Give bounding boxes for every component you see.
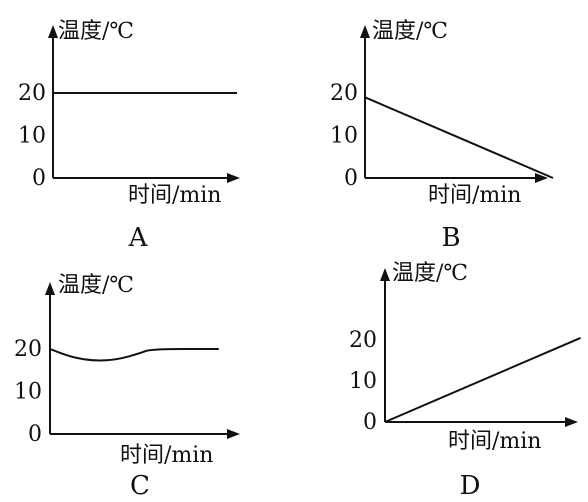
series-line bbox=[384, 336, 581, 423]
chart-panel-d: 20 10 0 温度/℃ 时间/min D bbox=[349, 261, 581, 501]
y-tick-label-10: 10 bbox=[14, 380, 42, 405]
y-axis-arrow bbox=[380, 268, 390, 281]
y-axis-arrow bbox=[48, 25, 58, 38]
y-tick-label-0: 0 bbox=[344, 166, 358, 191]
x-axis-label: 时间/min bbox=[448, 429, 541, 454]
panel-label: C bbox=[130, 471, 150, 501]
y-tick-label-20: 20 bbox=[18, 81, 46, 106]
chart-panel-b: 20 10 0 温度/℃ 时间/min B bbox=[330, 19, 554, 253]
panel-label: B bbox=[441, 223, 460, 253]
y-tick-label-0: 0 bbox=[28, 422, 42, 447]
x-axis-arrow bbox=[227, 173, 240, 183]
panel-label: D bbox=[460, 471, 481, 501]
series-line bbox=[364, 96, 554, 179]
x-axis-arrow bbox=[535, 173, 548, 183]
y-tick-label-10: 10 bbox=[18, 124, 46, 149]
x-axis-label: 时间/min bbox=[428, 183, 521, 208]
y-axis-arrow bbox=[360, 25, 370, 38]
chart-panel-c: 20 10 0 温度/℃ 时间/min C bbox=[14, 273, 240, 501]
y-axis-label: 温度/℃ bbox=[58, 273, 134, 298]
y-tick-label-20: 20 bbox=[330, 81, 358, 106]
y-axis-arrow bbox=[45, 282, 55, 295]
y-tick-label-20: 20 bbox=[14, 337, 42, 362]
y-axis-label: 温度/℃ bbox=[372, 19, 448, 44]
y-tick-label-0: 0 bbox=[32, 166, 46, 191]
x-axis-label: 时间/min bbox=[128, 183, 221, 208]
y-tick-label-20: 20 bbox=[349, 328, 377, 353]
series-line bbox=[49, 348, 219, 362]
panel-label: A bbox=[128, 223, 149, 253]
y-axis-label: 温度/℃ bbox=[392, 261, 468, 286]
y-tick-label-10: 10 bbox=[330, 124, 358, 149]
y-axis-label: 温度/℃ bbox=[58, 19, 134, 44]
y-tick-label-0: 0 bbox=[363, 410, 377, 435]
x-axis-arrow bbox=[565, 417, 578, 427]
x-axis-label: 时间/min bbox=[120, 443, 213, 468]
y-tick-label-10: 10 bbox=[349, 369, 377, 394]
x-axis-arrow bbox=[227, 429, 240, 439]
chart-panel-a: 20 10 0 温度/℃ 时间/min A bbox=[18, 19, 240, 253]
